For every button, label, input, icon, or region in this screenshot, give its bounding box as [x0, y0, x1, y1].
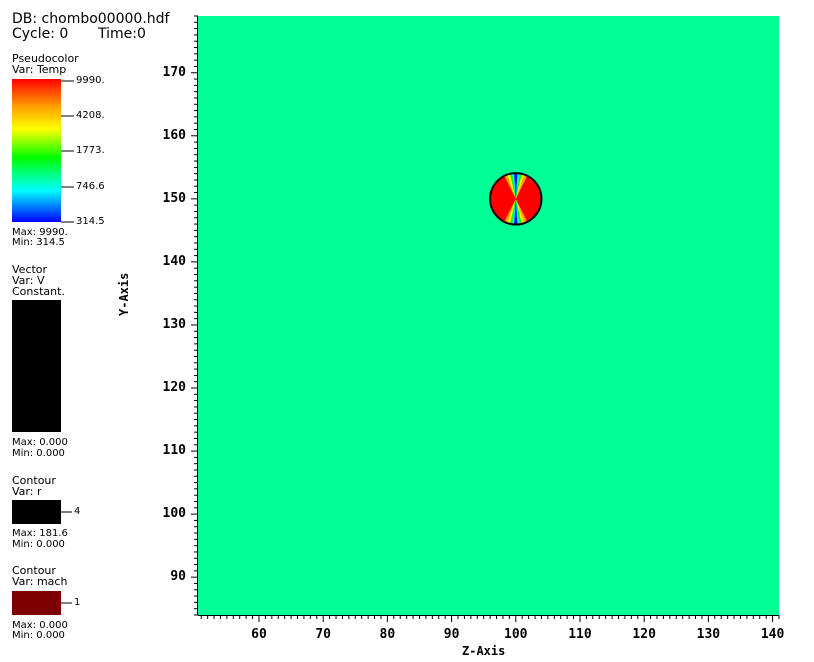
vector-legend-var: Var: V: [12, 274, 45, 287]
feature-band: [509, 173, 523, 225]
y-tick-label: 130: [162, 316, 186, 332]
contour-mach-level: 1: [74, 597, 81, 608]
pseudocolor-min: Min: 314.5: [12, 237, 65, 248]
x-tick-label: 60: [251, 627, 267, 642]
cycle-label: Cycle: 0: [12, 26, 69, 42]
vector-legend-title: Vector: [12, 263, 48, 276]
x-tick-label: 110: [568, 627, 592, 642]
pseudocolor-tick-label: 1773.: [76, 145, 105, 156]
x-tick-label: 90: [443, 627, 460, 642]
x-tick-label: 70: [315, 627, 332, 642]
x-tick-label: 130: [696, 627, 721, 642]
database-name: DB: chombo00000.hdf: [12, 11, 170, 27]
contour-r-legend-title: Contour: [12, 474, 56, 487]
temperature-feature: [489, 172, 543, 226]
pseudocolor-legend-var: Var: Temp: [12, 63, 67, 76]
pseudocolor-max: Max: 9990.: [12, 227, 68, 238]
contour-r-level: 4: [74, 506, 81, 517]
vector-min: Min: 0.000: [12, 448, 65, 459]
time-label: Time:0: [98, 26, 146, 42]
feature-band: [511, 173, 520, 225]
y-tick-label: 120: [162, 380, 186, 395]
y-tick-label: 90: [170, 569, 186, 585]
pseudocolor-tick-label: 4208.: [76, 110, 105, 121]
pseudocolor-tick-label: 314.5: [76, 216, 105, 227]
contour-mach-legend-title: Contour: [12, 564, 56, 577]
x-axis-label: Z-Axis: [462, 644, 506, 658]
plot-background: [198, 16, 779, 615]
contour-mach-max: Max: 0.000: [12, 620, 68, 631]
contour-r-swatch: [12, 500, 61, 524]
pseudocolor-tick-label: 9990.: [76, 75, 105, 86]
contour-r-legend-var: Var: r: [12, 485, 42, 498]
x-tick-label: 80: [379, 627, 396, 642]
contour-r-max: Max: 181.6: [12, 528, 68, 539]
pseudocolor-tick-label: 746.6: [76, 181, 105, 192]
contour-mach-legend-var: Var: mach: [12, 575, 68, 588]
axes: [191, 15, 780, 622]
x-tick-label: 100: [504, 627, 528, 642]
contour-line: [489, 172, 543, 226]
feature-band: [501, 173, 530, 225]
contour-r-min: Min: 0.000: [12, 539, 65, 550]
pseudocolor-legend-title: Pseudocolor: [12, 52, 79, 65]
vector-legend-mode: Constant.: [12, 285, 65, 298]
y-tick-label: 170: [162, 64, 186, 80]
vector-legend-swatch: [12, 300, 61, 432]
feature-band: [513, 173, 518, 225]
y-axis-label: Y-Axis: [117, 272, 131, 316]
pseudocolor-colorbar: [12, 79, 61, 222]
y-tick-label: 110: [162, 443, 186, 459]
y-tick-label: 140: [162, 253, 186, 269]
x-tick-label: 140: [760, 627, 785, 642]
vector-max: Max: 0.000: [12, 437, 68, 448]
y-tick-label: 160: [162, 127, 186, 143]
y-tick-label: 100: [162, 506, 186, 522]
x-tick-label: 120: [632, 627, 656, 642]
contour-mach-min: Min: 0.000: [12, 630, 65, 641]
contour-mach-swatch: [12, 591, 61, 615]
y-tick-label: 150: [162, 190, 186, 206]
